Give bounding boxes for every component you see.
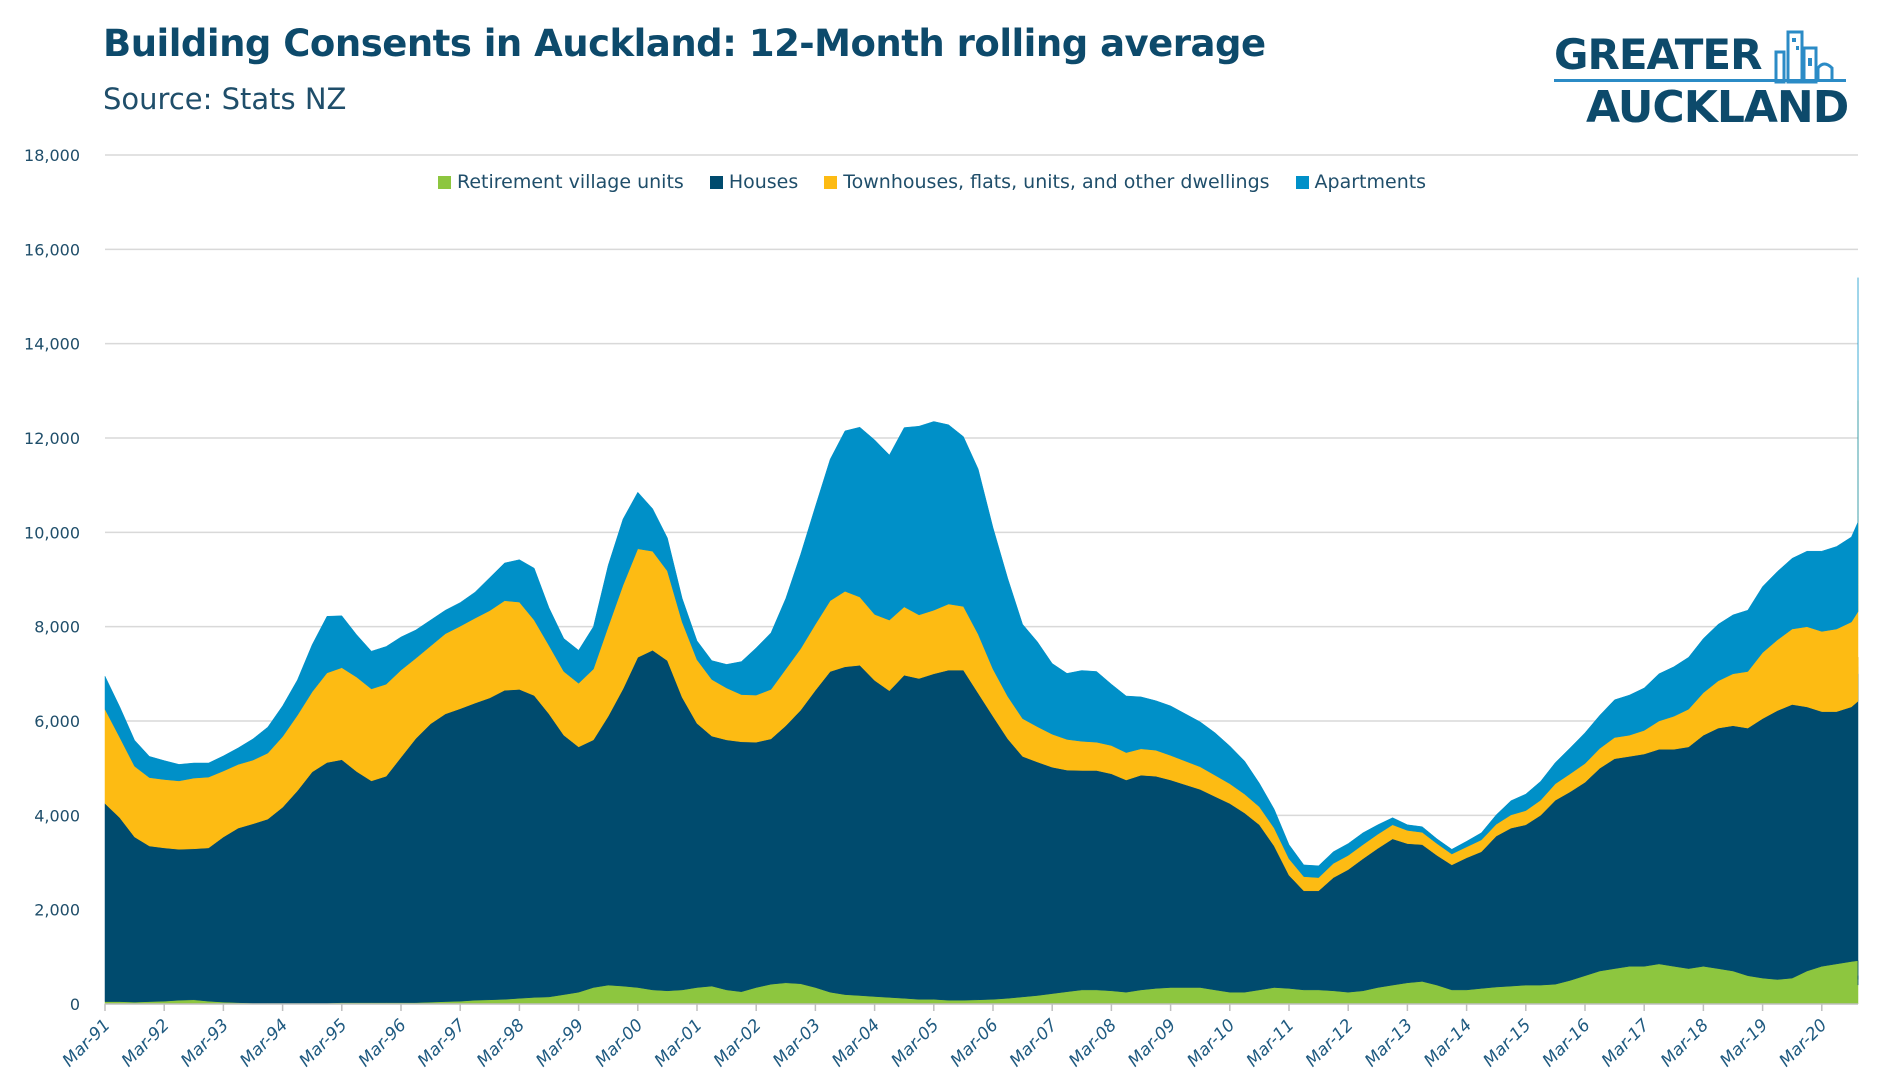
legend-item-townhouses: Townhouses, flats, units, and other dwel… bbox=[824, 171, 1270, 193]
legend-label: Houses bbox=[728, 171, 799, 193]
legend-label: Townhouses, flats, units, and other dwel… bbox=[843, 171, 1270, 193]
y-tick-label: 6,000 bbox=[34, 712, 80, 731]
city-buildings-icon bbox=[1774, 30, 1834, 84]
chart-title: Building Consents in Auckland: 12-Month … bbox=[103, 22, 1266, 65]
x-tick-label: Mar-91 bbox=[59, 1015, 115, 1071]
x-tick-label: Mar-20 bbox=[1776, 1015, 1832, 1071]
x-tick-label: Mar-92 bbox=[118, 1015, 174, 1071]
legend-item-retirement: Retirement village units bbox=[438, 171, 684, 193]
area-apartments bbox=[104, 277, 1859, 878]
logo-line-2: AUCKLAND bbox=[1586, 82, 1849, 133]
y-tick-label: 4,000 bbox=[34, 806, 80, 825]
area-series bbox=[104, 277, 1859, 1005]
x-tick-label: Mar-97 bbox=[414, 1015, 470, 1071]
y-tick-label: 18,000 bbox=[24, 146, 80, 165]
x-tick-label: Mar-16 bbox=[1539, 1015, 1595, 1071]
x-tick-label: Mar-94 bbox=[236, 1015, 292, 1071]
x-tick-label: Mar-15 bbox=[1480, 1015, 1536, 1071]
x-tick-label: Mar-08 bbox=[1065, 1015, 1121, 1071]
x-tick-label: Mar-18 bbox=[1657, 1015, 1713, 1071]
x-tick-label: Mar-09 bbox=[1124, 1015, 1180, 1071]
y-tick-label: 2,000 bbox=[34, 901, 80, 920]
legend-label: Retirement village units bbox=[457, 171, 684, 193]
x-axis: Mar-91 Mar-92 Mar-93 Mar-94 Mar-95 Mar-96 Mar-… bbox=[59, 1003, 1858, 1071]
y-axis: 0 2,000 4,000 6,000 8,000 10,000 12,000 14,000 1… bbox=[24, 146, 80, 1014]
legend-swatch-retirement bbox=[438, 175, 451, 189]
logo-line-1: GREATER bbox=[1554, 30, 1762, 79]
x-tick-label: Mar-06 bbox=[947, 1015, 1003, 1071]
x-tick-label: Mar-07 bbox=[1006, 1015, 1062, 1071]
x-tick-label: Mar-99 bbox=[532, 1015, 588, 1071]
x-tick-label: Mar-04 bbox=[828, 1015, 884, 1071]
x-tick-label: Mar-96 bbox=[355, 1015, 411, 1071]
x-tick-label: Mar-11 bbox=[1243, 1015, 1299, 1071]
y-tick-label: 16,000 bbox=[24, 240, 80, 259]
x-tick-label: Mar-98 bbox=[473, 1015, 529, 1071]
y-tick-label: 10,000 bbox=[24, 523, 80, 542]
greater-auckland-logo: GREATER AUCKLAND bbox=[1550, 24, 1860, 134]
legend-item-houses: Houses bbox=[709, 171, 799, 193]
x-tick-label: Mar-95 bbox=[296, 1015, 352, 1071]
x-tick-label: Mar-03 bbox=[769, 1015, 825, 1071]
x-tick-label: Mar-01 bbox=[651, 1015, 707, 1071]
legend-swatch-houses bbox=[709, 175, 723, 189]
x-tick-label: Mar-14 bbox=[1420, 1015, 1476, 1071]
x-tick-label: Mar-05 bbox=[888, 1015, 944, 1071]
x-tick-label: Mar-13 bbox=[1361, 1015, 1417, 1071]
x-tick-label: Mar-93 bbox=[177, 1015, 233, 1071]
y-tick-label: 12,000 bbox=[24, 429, 80, 448]
chart-subtitle: Source: Stats NZ bbox=[103, 82, 347, 116]
y-tick-label: 0 bbox=[70, 995, 80, 1014]
x-tick-label: Mar-17 bbox=[1598, 1015, 1654, 1071]
x-tick-label: Mar-10 bbox=[1184, 1015, 1240, 1071]
logo-rule bbox=[1554, 79, 1846, 82]
x-tick-label: Mar-12 bbox=[1302, 1015, 1358, 1071]
y-tick-label: 14,000 bbox=[24, 335, 80, 354]
legend-swatch-apartments bbox=[1295, 175, 1309, 189]
x-tick-label: Mar-00 bbox=[592, 1015, 648, 1071]
x-tick-label: Mar-19 bbox=[1716, 1015, 1772, 1071]
legend-swatch-townhouses bbox=[824, 175, 838, 189]
legend-label: Apartments bbox=[1314, 171, 1427, 193]
y-tick-label: 8,000 bbox=[34, 618, 80, 637]
x-tick-label: Mar-02 bbox=[710, 1015, 766, 1071]
chart-legend: Retirement village units Houses Townhous… bbox=[438, 171, 1452, 193]
legend-item-apartments: Apartments bbox=[1295, 171, 1427, 193]
